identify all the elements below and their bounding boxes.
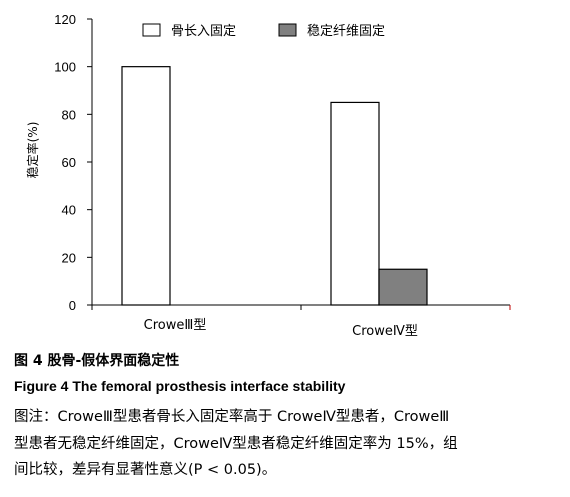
y-tick-label: 60: [62, 155, 76, 170]
y-tick-label: 40: [62, 203, 76, 218]
x-axis: [91, 304, 511, 310]
y-tick-label: 100: [54, 60, 76, 75]
figure-note-line-3: 间比较，差异有显著性意义(P < 0.05)。: [14, 462, 277, 478]
y-tick-label: 80: [62, 107, 76, 122]
legend-swatch: [278, 23, 297, 37]
bar-bone-ingrowth-2: [330, 101, 380, 306]
legend-label: 骨长入固定: [171, 24, 236, 39]
legend-label: 稳定纤维固定: [307, 23, 385, 39]
y-axis: 0 20 40 60 80 100 120: [54, 12, 93, 313]
legend-swatch: [142, 23, 161, 37]
bar-fibrous-fixation-2: [378, 268, 428, 306]
legend: 骨长入固定 稳定纤维固定: [142, 23, 385, 39]
figure-note-line-1: 图注：CroweⅢ型患者骨长入固定率高于 CroweⅣ型患者，CroweⅢ: [14, 409, 450, 425]
bar-chart: 0 20 40 60 80 100 120 CroweⅢ型 CroweⅣ型 骨长入固定 稳定纤维…: [25, 12, 511, 339]
y-tick-label: 120: [54, 12, 76, 27]
category-label: CroweⅢ型: [144, 318, 207, 333]
figure-title-english: Figure 4 The femoral prosthesis interfac…: [14, 378, 346, 394]
figure-title-chinese: 图 4 股骨-假体界面稳定性: [14, 353, 180, 369]
y-axis-label: 稳定率(%): [25, 122, 40, 179]
bars: [121, 66, 428, 306]
y-tick-label: 20: [62, 250, 76, 265]
y-tick-label: 0: [69, 298, 76, 313]
figure-note-line-2: 型患者无稳定纤维固定，CroweⅣ型患者稳定纤维固定率为 15%，组: [14, 436, 458, 452]
bar-bone-ingrowth-1: [121, 66, 171, 306]
category-label: CroweⅣ型: [352, 324, 418, 339]
category-labels: CroweⅢ型 CroweⅣ型: [144, 318, 418, 339]
